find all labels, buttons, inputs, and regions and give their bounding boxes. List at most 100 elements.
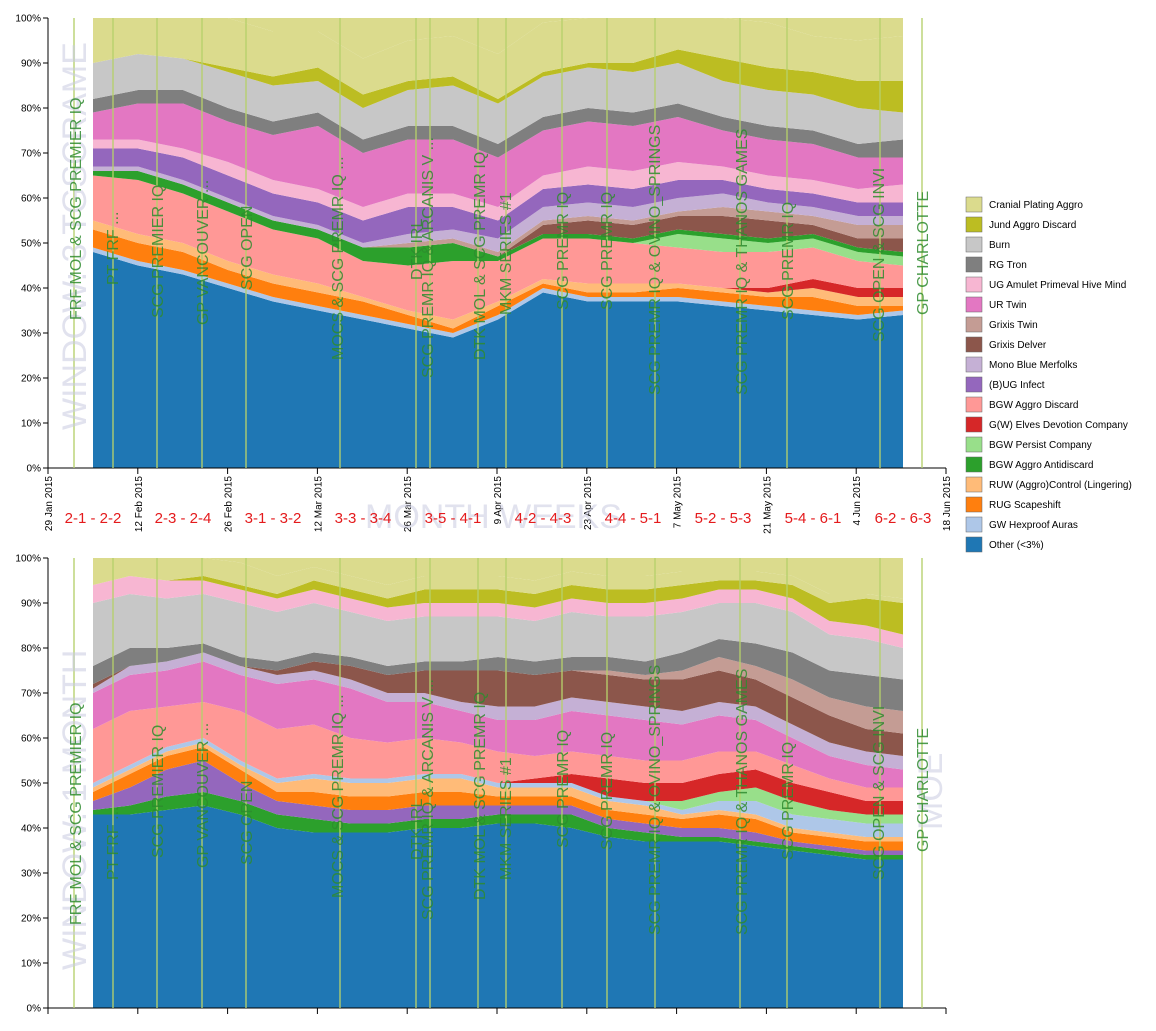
area-rug-scapeshift	[93, 229, 903, 333]
area-ug-amulet-primeval-hive-mind	[93, 139, 903, 221]
y-tick-label: 60%	[21, 194, 41, 205]
y-tick-label: 30%	[21, 869, 41, 880]
event-label-top: GP CHARLOTTE	[915, 191, 932, 315]
y-tick-label: 0%	[27, 464, 42, 475]
area-rug-scapeshift	[93, 747, 903, 851]
area-bgw-aggro-discard	[93, 175, 903, 320]
area-jund-aggro-discard	[93, 576, 903, 635]
event-label-top: GP VANCOUVER ...	[195, 180, 212, 325]
event-label-top: MOCS & SCG PREMR IQ ...	[330, 156, 347, 360]
legend-label: Jund Aggro Discard	[989, 220, 1076, 231]
y-tick-label: 10%	[21, 419, 41, 430]
area-cranial-plating-aggro	[93, 18, 903, 99]
event-label-top: SCG PREMR IQ & THANOS GAMES	[734, 129, 751, 395]
legend-swatch	[965, 256, 983, 273]
x-tick-label: 23 Apr 2015	[583, 476, 594, 530]
event-label-top: SCG PREMR IQ	[599, 192, 616, 310]
y-tick-label: 10%	[21, 959, 41, 970]
legend: Cranial Plating Aggro Jund Aggro Discard B…	[965, 196, 1132, 553]
y-tick-label: 70%	[21, 149, 41, 160]
legend-swatch	[965, 436, 983, 453]
x-tick-label: 7 May 2015	[673, 476, 684, 529]
legend-swatch	[965, 336, 983, 353]
event-label-bottom: SCG OPEN	[239, 781, 256, 865]
area-top-fill	[93, 558, 903, 599]
legend-label: Grixis Delver	[989, 340, 1047, 351]
event-label-top: SCG PREMR IQ & OVINO_SPRINGS	[647, 125, 664, 395]
y-tick-label: 0%	[27, 1004, 42, 1015]
legend-label: G(W) Elves Devotion Company	[989, 420, 1128, 431]
y-tick-label: 100%	[15, 554, 41, 565]
period-label: 3-1 - 3-2	[245, 510, 302, 527]
event-label-top: SCG OPEN & SCG INVI	[871, 168, 888, 342]
area-grixis-twin	[93, 652, 903, 734]
legend-label: RG Tron	[989, 260, 1027, 271]
legend-swatch	[965, 296, 983, 313]
legend-label: Cranial Plating Aggro	[989, 200, 1083, 211]
legend-swatch	[965, 276, 983, 293]
event-label-top: FRF MOL & SCG PREMIER IQ	[68, 97, 85, 320]
event-label-bottom: DTK MOL & SCG PREMR IQ	[472, 692, 489, 900]
legend-swatch	[965, 456, 983, 473]
period-label: 5-2 - 5-3	[695, 510, 752, 527]
y-tick-label: 100%	[15, 14, 41, 25]
y-tick-label: 50%	[21, 239, 41, 250]
area--b-ug-infect	[93, 760, 903, 855]
legend-swatch	[965, 216, 983, 233]
legend-swatch	[965, 396, 983, 413]
area-ruw-aggro-control-lingering-	[93, 220, 903, 329]
legend-label: BGW Aggro Antidiscard	[989, 460, 1094, 471]
event-label-bottom: SCG PREMR IQ & OVINO_SPRINGS	[647, 665, 664, 935]
event-label-bottom: SCG PREMR IQ	[555, 730, 572, 848]
event-label-top: PT FRF ...	[105, 212, 122, 285]
area-bgw-aggro-antidiscard	[93, 792, 903, 860]
y-tick-label: 80%	[21, 644, 41, 655]
event-label-bottom: DTK IRL	[409, 799, 426, 860]
area-other-3-	[93, 805, 903, 1008]
x-tick-label: 26 Feb 2015	[224, 476, 235, 533]
event-label-top: DTK IRL	[409, 219, 426, 280]
x-tick-label: 12 Mar 2015	[313, 476, 324, 533]
event-label-bottom: GP CHARLOTTE	[915, 728, 932, 852]
x-tick-label: 18 Jun 2015	[942, 476, 953, 531]
legend-label: Grixis Twin	[989, 320, 1038, 331]
y-tick-label: 40%	[21, 284, 41, 295]
period-label: 6-2 - 6-3	[875, 510, 932, 527]
watermark-bottom-top: MONTH WEEKS	[365, 498, 622, 536]
event-label-bottom: SCG PREMR IQ & ARCANIS V ...	[420, 679, 437, 920]
x-tick-label: 29 Jan 2015	[44, 476, 55, 531]
legend-swatch	[965, 416, 983, 433]
legend-swatch	[965, 376, 983, 393]
x-tick-label: 12 Feb 2015	[134, 476, 145, 533]
period-label: 2-1 - 2-2	[65, 510, 122, 527]
period-label: 4-4 - 5-1	[605, 510, 662, 527]
legend-swatch	[965, 476, 983, 493]
y-tick-label: 50%	[21, 779, 41, 790]
event-label-bottom: SCG PREMR IQ & THANOS GAMES	[734, 669, 751, 935]
y-tick-label: 90%	[21, 599, 41, 610]
legend-label: (B)UG Infect	[989, 380, 1045, 391]
legend-label: UR Twin	[989, 300, 1027, 311]
event-label-bottom: MKM SERIES #1	[498, 757, 515, 880]
area-gw-hexproof-auras	[93, 247, 903, 338]
event-label-bottom: GP VANCOUVER ...	[195, 723, 212, 868]
legend-swatch	[965, 316, 983, 333]
event-label-top: MKM SERIES #1	[498, 192, 515, 315]
chart-panel-2: 0% 10% 20% 30% 40% 50% 60% 70% 80% 90% 100%	[15, 554, 946, 1015]
y-tick-label: 20%	[21, 914, 41, 925]
area-mono-blue-merfolks	[93, 652, 903, 770]
event-label-top: SCG PREMIER IQ	[150, 185, 167, 318]
event-label-bottom: PT FRF ...	[105, 807, 122, 880]
area-top-fill	[93, 18, 903, 59]
event-label-bottom: MOCS & SCG PREMR IQ ...	[330, 694, 347, 898]
x-tick-label: 26 Mar 2015	[403, 476, 414, 533]
legend-swatch	[965, 356, 983, 373]
legend-label: BGW Persist Company	[989, 440, 1092, 451]
y-tick-label: 80%	[21, 104, 41, 115]
area-burn	[93, 54, 903, 144]
watermark-right-bottom: MOE	[912, 753, 950, 830]
legend-label: UG Amulet Primeval Hive Mind	[989, 280, 1126, 291]
area-ruw-aggro-control-lingering-	[93, 742, 903, 842]
event-label-top: SCG PREMR IQ & ARCANIS V ...	[420, 137, 437, 378]
